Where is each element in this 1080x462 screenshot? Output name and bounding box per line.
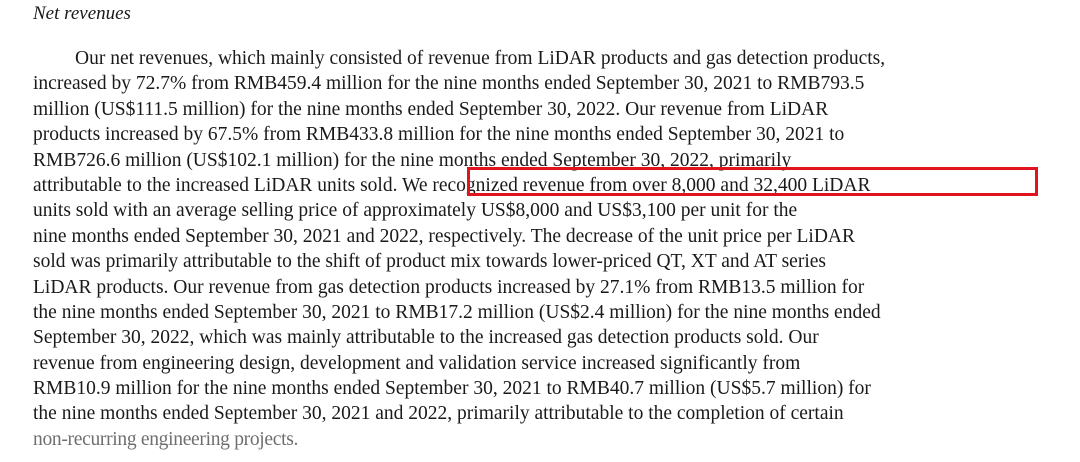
text-line: products increased by 67.5% from RMB433.… [33,124,845,146]
text-line: nine months ended September 30, 2021 and… [33,225,856,247]
text-line: Our net revenues, which mainly consisted… [75,48,886,69]
text-line: revenue from engineering design, develop… [33,352,801,374]
text-line: attributable to the increased LiDAR unit… [33,173,1043,198]
highlighted-sentence: We recognized revenue from over 8,000 an… [402,174,871,196]
net-revenues-paragraph: Our net revenues, which mainly consisted… [33,46,1043,452]
section-heading: Net revenues [33,3,131,24]
text-segment: attributable to the increased LiDAR unit… [33,174,402,196]
text-line: million (US$111.5 million) for the nine … [33,98,829,120]
text-line: RMB10.9 million for the nine months ende… [33,378,871,400]
text-line: sold was primarily attributable to the s… [33,251,826,273]
text-line: RMB726.6 million (US$102.1 million) for … [33,149,792,171]
text-line: increased by 72.7% from RMB459.4 million… [33,73,865,95]
text-line: non-recurring engineering projects. [33,428,299,450]
text-line: September 30, 2022, which was mainly att… [33,327,819,349]
text-line: the nine months ended September 30, 2021… [33,403,844,425]
text-line: LiDAR products. Our revenue from gas det… [33,276,865,298]
text-line: units sold with an average selling price… [33,200,798,222]
text-line: the nine months ended September 30, 2021… [33,301,881,323]
